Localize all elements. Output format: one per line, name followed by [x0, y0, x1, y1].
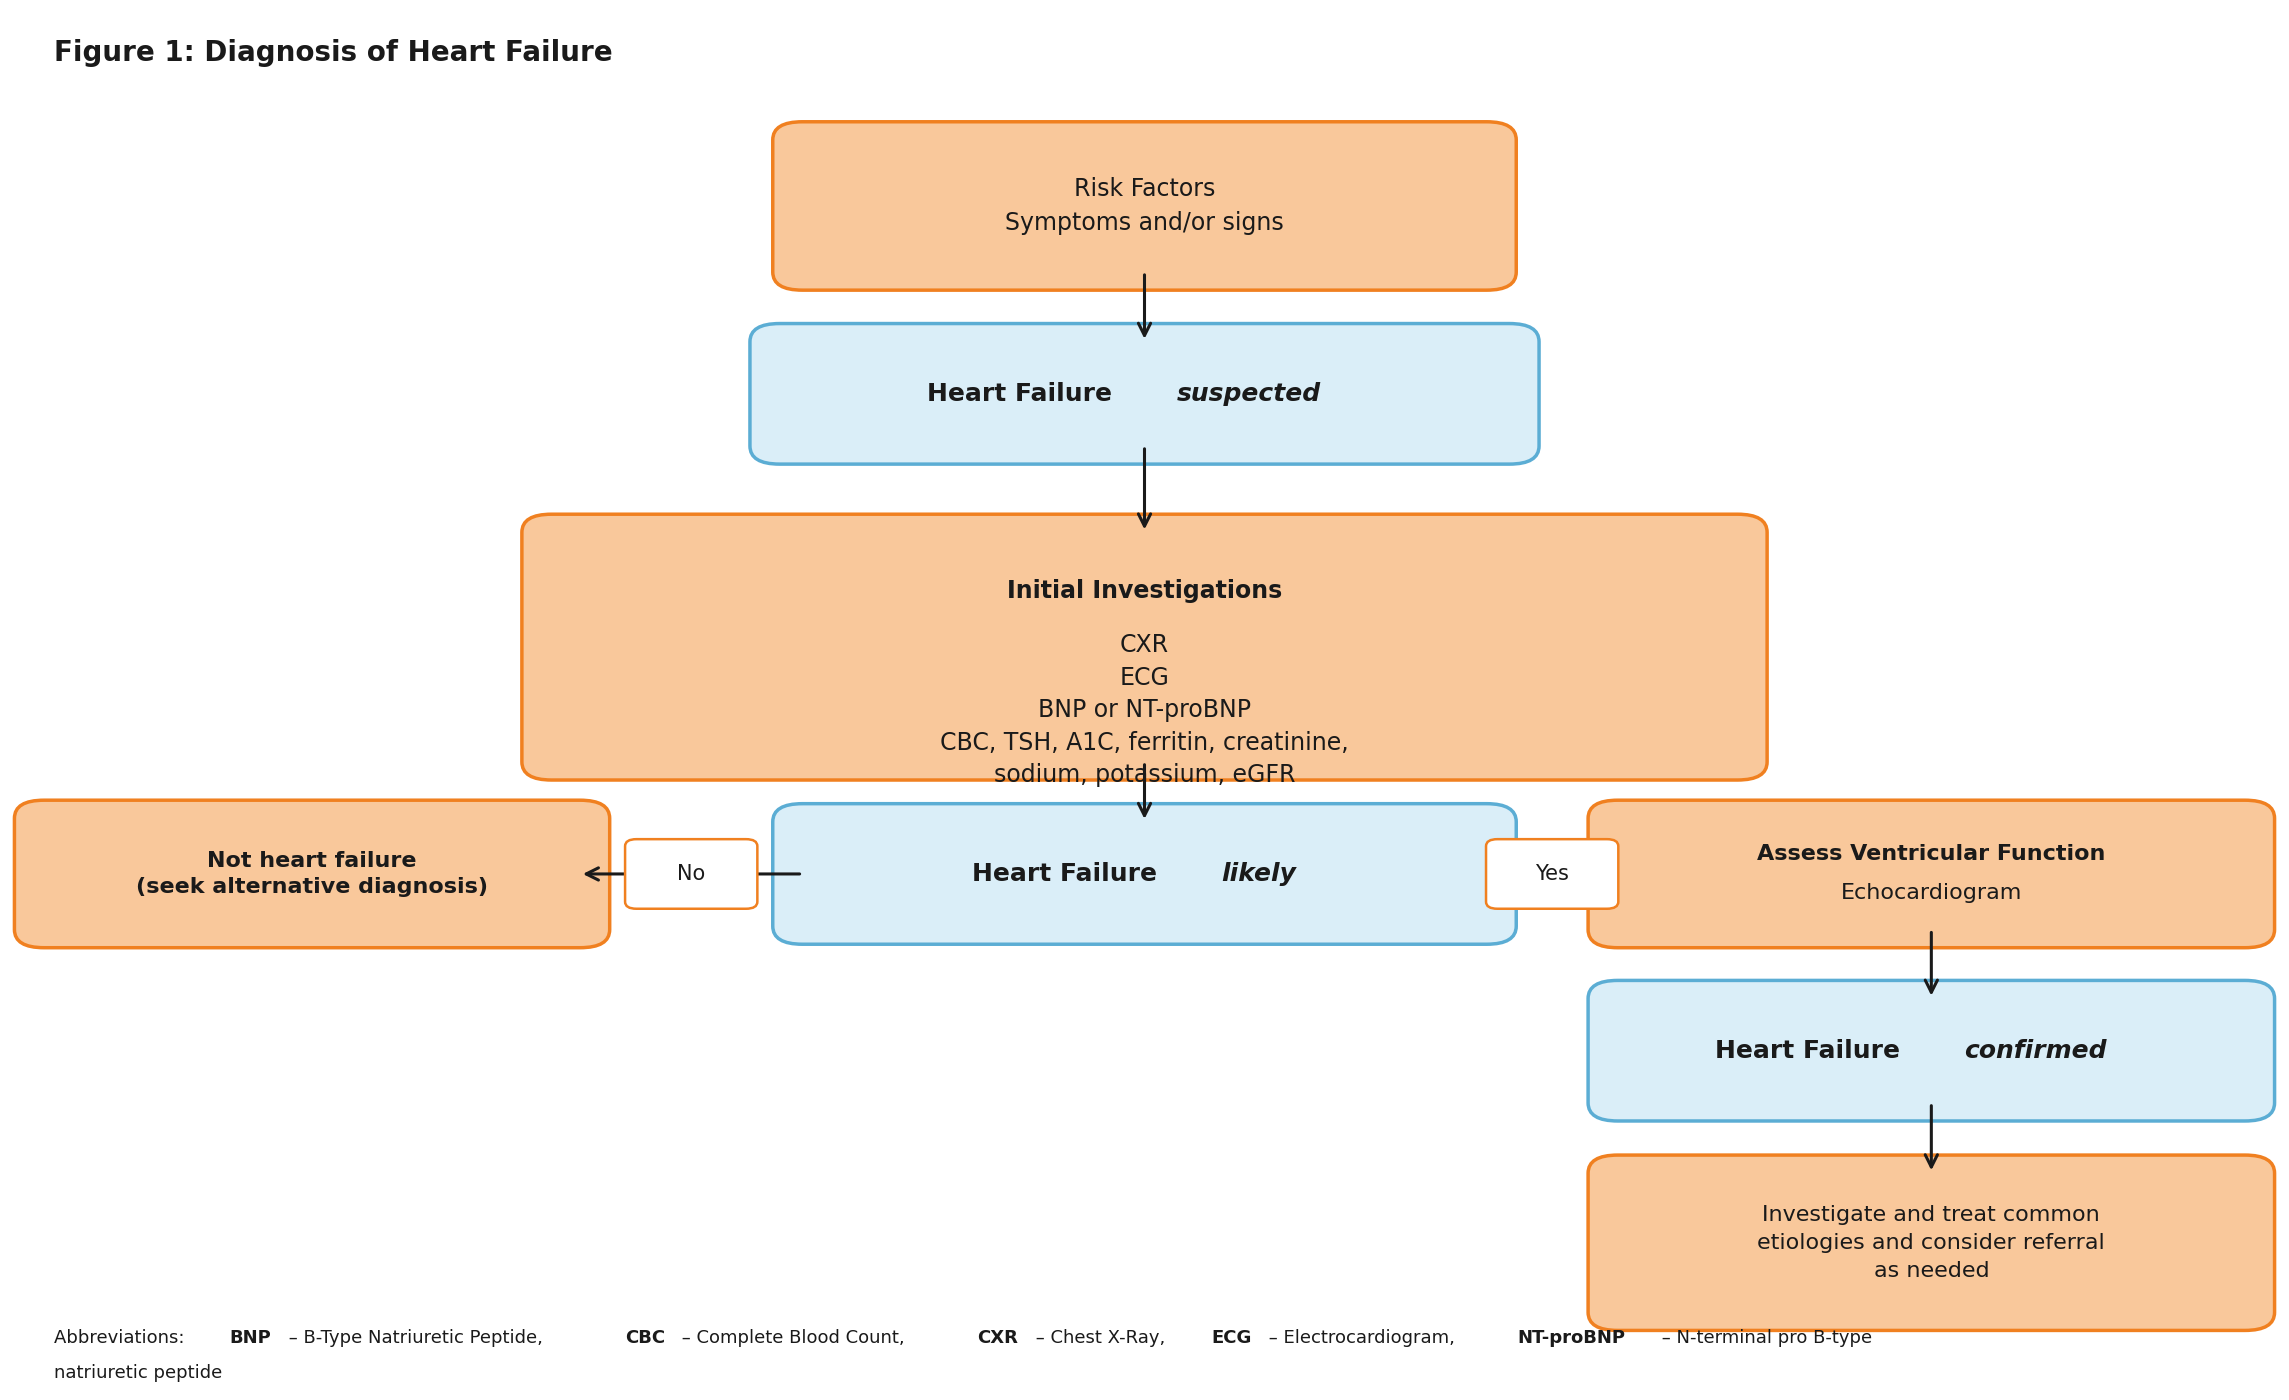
- FancyBboxPatch shape: [522, 514, 1767, 780]
- Text: – Electrocardiogram,: – Electrocardiogram,: [1264, 1329, 1460, 1347]
- FancyBboxPatch shape: [1486, 839, 1618, 909]
- Text: – N-terminal pro B-type: – N-terminal pro B-type: [1657, 1329, 1872, 1347]
- FancyBboxPatch shape: [625, 839, 758, 909]
- FancyBboxPatch shape: [14, 801, 609, 948]
- Text: likely: likely: [1220, 862, 1296, 886]
- Text: natriuretic peptide: natriuretic peptide: [55, 1364, 222, 1382]
- FancyBboxPatch shape: [1589, 1155, 2275, 1330]
- Text: Assess Ventricular Function: Assess Ventricular Function: [1758, 844, 2106, 864]
- Text: BNP: BNP: [229, 1329, 272, 1347]
- Text: confirmed: confirmed: [1964, 1039, 2106, 1063]
- Text: Echocardiogram: Echocardiogram: [1840, 883, 2021, 903]
- Text: suspected: suspected: [1177, 382, 1321, 406]
- Text: Yes: Yes: [1536, 864, 1568, 883]
- Text: Heart Failure: Heart Failure: [927, 382, 1122, 406]
- FancyBboxPatch shape: [774, 122, 1515, 290]
- Text: Figure 1: Diagnosis of Heart Failure: Figure 1: Diagnosis of Heart Failure: [55, 39, 613, 67]
- Text: – Complete Blood Count,: – Complete Blood Count,: [675, 1329, 911, 1347]
- Text: No: No: [678, 864, 705, 883]
- FancyBboxPatch shape: [774, 804, 1515, 944]
- Text: Heart Failure: Heart Failure: [973, 862, 1165, 886]
- Text: Abbreviations:: Abbreviations:: [55, 1329, 190, 1347]
- Text: CXR: CXR: [977, 1329, 1019, 1347]
- Text: ECG: ECG: [1211, 1329, 1252, 1347]
- Text: Heart Failure: Heart Failure: [1714, 1039, 1909, 1063]
- Text: Not heart failure
(seek alternative diagnosis): Not heart failure (seek alternative diag…: [135, 851, 488, 897]
- FancyBboxPatch shape: [1589, 980, 2275, 1121]
- Text: – B-Type Natriuretic Peptide,: – B-Type Natriuretic Peptide,: [284, 1329, 549, 1347]
- Text: CXR
ECG
BNP or NT-proBNP
CBC, TSH, A1C, ferritin, creatinine,
sodium, potassium,: CXR ECG BNP or NT-proBNP CBC, TSH, A1C, …: [941, 633, 1348, 787]
- Text: – Chest X-Ray,: – Chest X-Ray,: [1030, 1329, 1172, 1347]
- Text: Investigate and treat common
etiologies and consider referral
as needed: Investigate and treat common etiologies …: [1758, 1205, 2106, 1281]
- Text: NT-proBNP: NT-proBNP: [1518, 1329, 1625, 1347]
- Text: CBC: CBC: [625, 1329, 664, 1347]
- FancyBboxPatch shape: [1589, 801, 2275, 948]
- Text: Risk Factors
Symptoms and/or signs: Risk Factors Symptoms and/or signs: [1005, 178, 1284, 235]
- Text: Initial Investigations: Initial Investigations: [1007, 580, 1282, 603]
- FancyBboxPatch shape: [751, 323, 1538, 465]
